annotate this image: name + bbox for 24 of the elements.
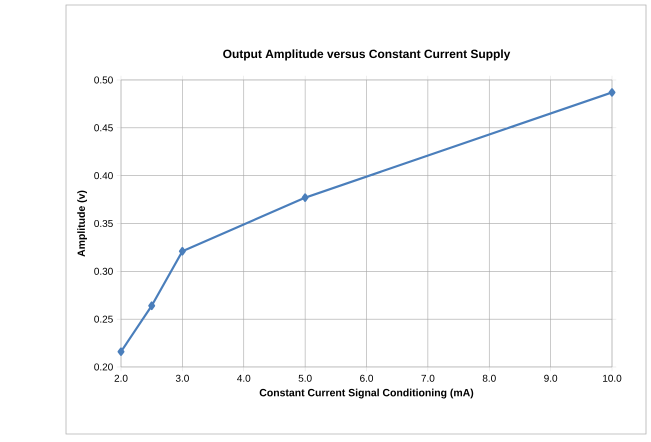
x-tick-label: 2.0 xyxy=(114,374,128,382)
point xyxy=(148,301,156,310)
x-tick-label: 8.0 xyxy=(482,374,496,382)
x-tick-label: 7.0 xyxy=(421,374,434,382)
y-tick-label: 0.25 xyxy=(94,316,113,323)
point xyxy=(178,246,186,256)
x-tick-label: 6.0 xyxy=(360,374,374,382)
y-tick-label: 0.50 xyxy=(94,76,113,84)
y-tick-label: 0.45 xyxy=(94,124,113,132)
point xyxy=(302,193,309,202)
y-axis-title: Amplitude (v) xyxy=(77,190,88,257)
x-tick-label: 4.0 xyxy=(237,374,250,382)
x-tick-label: 3.0 xyxy=(176,374,189,382)
point xyxy=(118,347,124,356)
chart-title: Output Amplitude versus Constant Current Supply xyxy=(223,49,510,60)
x-tick-label: 5.0 xyxy=(298,374,312,382)
x-axis-title: Constant Current Signal Conditioning (mA) xyxy=(260,388,474,398)
y-tick-label: 0.20 xyxy=(94,363,113,371)
y-tick-label: 0.30 xyxy=(94,268,113,275)
point xyxy=(608,88,616,97)
x-tick-label: 9.0 xyxy=(544,374,558,382)
y-tick-label: 0.40 xyxy=(94,172,113,180)
y-tick-label: 0.35 xyxy=(94,220,113,228)
x-tick-label: 10.0 xyxy=(603,374,622,382)
